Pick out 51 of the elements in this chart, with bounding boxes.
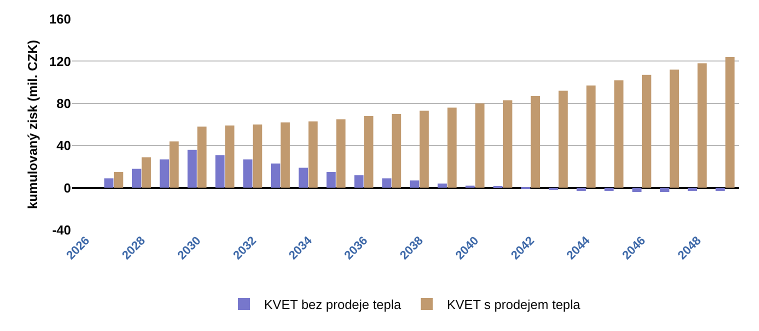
y-tick-label: 80 [56, 96, 71, 111]
bar [614, 80, 624, 188]
bar [354, 175, 364, 188]
bar [558, 90, 568, 188]
bar [576, 188, 586, 191]
bar [725, 56, 735, 188]
bar [716, 188, 725, 191]
bar [298, 168, 308, 188]
bar [410, 180, 420, 188]
y-tick-label: 40 [56, 138, 71, 154]
bar [132, 168, 142, 188]
bar [114, 172, 124, 188]
bar [364, 116, 374, 188]
bar [215, 155, 225, 188]
bar [336, 119, 346, 188]
bar [586, 85, 596, 188]
bar [197, 126, 207, 188]
y-axis-title: kumulovaný zisk (mil. CZK) [25, 40, 40, 210]
bar [104, 178, 114, 188]
bar [438, 184, 447, 188]
bar [642, 74, 652, 188]
bar [670, 70, 679, 188]
legend-label: KVET bez prodeje tepla [264, 297, 402, 312]
bar [632, 188, 642, 192]
bar [326, 172, 336, 188]
bar [447, 108, 457, 188]
bar [252, 124, 262, 188]
bar [530, 96, 540, 188]
legend-label: KVET s prodejem tepla [446, 297, 582, 312]
y-tick-label: -40 [52, 222, 71, 238]
bar [170, 141, 179, 188]
bar [270, 164, 280, 188]
bar [698, 63, 707, 188]
y-tick-label: 120 [49, 54, 71, 69]
bar [420, 110, 429, 188]
y-tick-label: 0 [64, 180, 71, 196]
bar [688, 188, 698, 191]
bar [503, 100, 512, 188]
bar [243, 159, 252, 188]
bar [604, 188, 614, 191]
y-tick-label: 160 [49, 12, 71, 27]
bar [142, 157, 151, 188]
bar [382, 178, 392, 188]
bar [475, 103, 484, 188]
bar [280, 122, 290, 188]
bar [660, 188, 670, 192]
bar [225, 126, 234, 188]
bar [308, 121, 318, 188]
bar [160, 159, 170, 188]
bar [392, 114, 402, 188]
bar [188, 150, 197, 188]
